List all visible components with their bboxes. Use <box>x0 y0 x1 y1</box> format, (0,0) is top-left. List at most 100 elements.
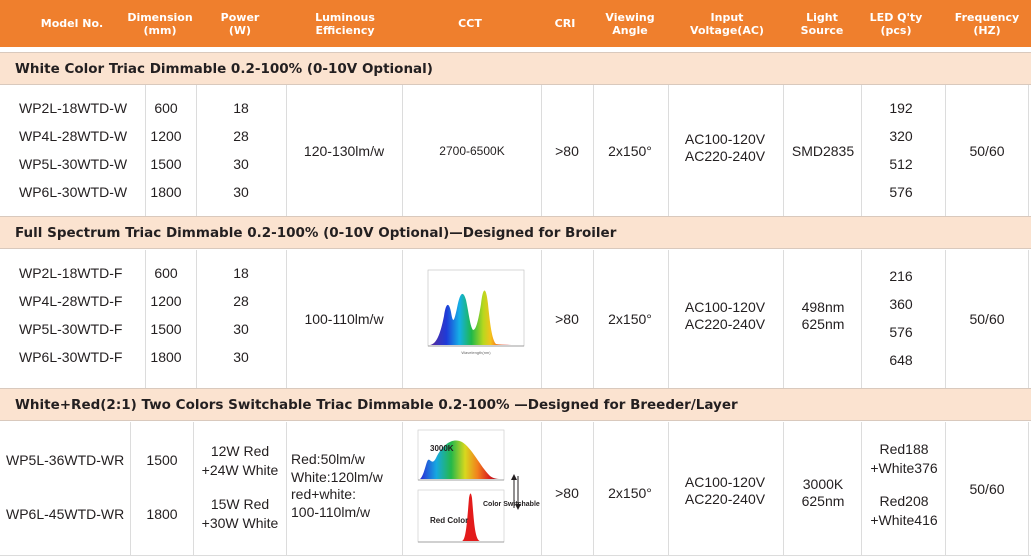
column-divider <box>196 250 197 388</box>
column-divider <box>668 250 669 388</box>
column-divider <box>861 85 862 216</box>
spectrum-label-red: Red Color <box>430 516 469 525</box>
power-cell: 15W Red +30W White <box>201 496 279 531</box>
section-title-full-spectrum: Full Spectrum Triac Dimmable 0.2-100% (0… <box>0 216 1031 249</box>
frequency-cell: 50/60 <box>969 481 1005 497</box>
dimension-cell: 600 <box>154 100 178 116</box>
led-qty-cell: 576 <box>889 324 913 340</box>
column-divider <box>593 250 594 388</box>
power-cell: 28 <box>233 128 249 144</box>
dimension-cell: 1500 <box>150 156 182 172</box>
column-divider <box>593 422 594 555</box>
frequency-cell: 50/60 <box>969 143 1005 159</box>
dimension-cell: 1800 <box>150 349 182 365</box>
column-divider <box>593 85 594 216</box>
column-divider <box>861 422 862 555</box>
table-header: Model No. Dimension (mm) Power (W) Lumin… <box>0 0 1031 47</box>
voltage-cell: AC100-120V AC220-240V <box>684 299 766 332</box>
model-cell: WP4L-28WTD-W <box>19 128 128 144</box>
column-divider <box>130 422 131 555</box>
power-cell: 30 <box>233 349 249 365</box>
model-cell: WP6L-30WTD-W <box>19 184 128 200</box>
light-source-cell: SMD2835 <box>791 143 855 159</box>
model-cell: WP5L-30WTD-F <box>19 321 123 337</box>
led-qty-cell: 320 <box>889 128 913 144</box>
column-divider <box>286 422 287 555</box>
angle-cell: 2x150° <box>608 311 652 327</box>
column-divider <box>541 250 542 388</box>
voltage-cell: AC100-120V AC220-240V <box>684 474 766 507</box>
model-cell: WP5L-30WTD-W <box>19 156 128 172</box>
svg-text:Wavelength(nm): Wavelength(nm) <box>461 350 491 355</box>
light-source-cell: 498nm 625nm <box>801 299 845 332</box>
column-divider <box>193 422 194 555</box>
dimension-cell: 1200 <box>150 128 182 144</box>
column-divider <box>1028 250 1029 388</box>
column-divider <box>402 250 403 388</box>
angle-cell: 2x150° <box>608 485 652 501</box>
column-divider <box>945 85 946 216</box>
model-cell: WP2L-18WTD-F <box>19 265 123 281</box>
table-bottom-border <box>0 555 1031 556</box>
power-cell: 28 <box>233 293 249 309</box>
header-luminous-efficiency: Luminous Efficiency <box>315 10 375 37</box>
led-qty-cell: Red208 +White416 <box>870 493 938 528</box>
header-light-source: Light Source <box>800 10 844 37</box>
header-power: Power (W) <box>220 10 260 37</box>
efficiency-cell: 100-110lm/w <box>304 311 384 327</box>
cct-cell: 2700-6500K <box>439 144 505 158</box>
header-input-voltage: Input Voltage(AC) <box>690 10 764 37</box>
cri-cell: >80 <box>555 143 579 159</box>
model-cell: WP6L-30WTD-F <box>19 349 123 365</box>
column-divider <box>286 85 287 216</box>
spectrum-label-switchable: Color Switchable <box>483 501 540 508</box>
column-divider <box>286 250 287 388</box>
efficiency-cell: Red:50lm/w White:120lm/w red+white: 100-… <box>291 451 383 520</box>
led-qty-cell: 216 <box>889 268 913 284</box>
power-cell: 18 <box>233 100 249 116</box>
power-cell: 18 <box>233 265 249 281</box>
dimension-cell: 600 <box>154 265 178 281</box>
light-source-cell: 3000K 625nm <box>801 476 845 509</box>
full-spectrum-chart-image: Wavelength(nm) <box>416 264 530 356</box>
column-divider <box>541 85 542 216</box>
header-led-qty: LED Q'ty (pcs) <box>869 10 923 37</box>
led-qty-cell: Red188 +White376 <box>870 441 938 476</box>
power-cell: 30 <box>233 321 249 337</box>
header-dimension: Dimension (mm) <box>127 10 193 37</box>
column-divider <box>145 85 146 216</box>
header-cri: CRI <box>554 17 576 30</box>
column-divider <box>861 250 862 388</box>
cri-cell: >80 <box>555 485 579 501</box>
column-divider <box>402 85 403 216</box>
column-divider <box>783 422 784 555</box>
led-qty-cell: 512 <box>889 156 913 172</box>
column-divider <box>1028 85 1029 216</box>
column-divider <box>1028 422 1029 555</box>
header-model-no: Model No. <box>40 17 104 30</box>
section-title-white-red: White+Red(2:1) Two Colors Switchable Tri… <box>0 388 1031 421</box>
dual-spectrum-chart-image <box>410 426 538 550</box>
dimension-cell: 1500 <box>150 321 182 337</box>
dimension-cell: 1800 <box>150 184 182 200</box>
frequency-cell: 50/60 <box>969 311 1005 327</box>
column-divider <box>668 422 669 555</box>
voltage-cell: AC100-120V AC220-240V <box>684 131 766 164</box>
dimension-cell: 1500 <box>146 452 178 468</box>
section-title-white: White Color Triac Dimmable 0.2-100% (0-1… <box>0 52 1031 85</box>
power-cell: 30 <box>233 184 249 200</box>
header-frequency: Frequency (HZ) <box>954 10 1020 37</box>
model-cell: WP5L-36WTD-WR <box>6 452 125 468</box>
column-divider <box>145 250 146 388</box>
header-viewing-angle: Viewing Angle <box>605 10 655 37</box>
led-qty-cell: 360 <box>889 296 913 312</box>
model-cell: WP6L-45WTD-WR <box>6 506 125 522</box>
angle-cell: 2x150° <box>608 143 652 159</box>
column-divider <box>196 85 197 216</box>
model-cell: WP2L-18WTD-W <box>19 100 128 116</box>
spectrum-label-3000k: 3000K <box>430 444 454 453</box>
column-divider <box>945 250 946 388</box>
led-qty-cell: 576 <box>889 184 913 200</box>
column-divider <box>541 422 542 555</box>
